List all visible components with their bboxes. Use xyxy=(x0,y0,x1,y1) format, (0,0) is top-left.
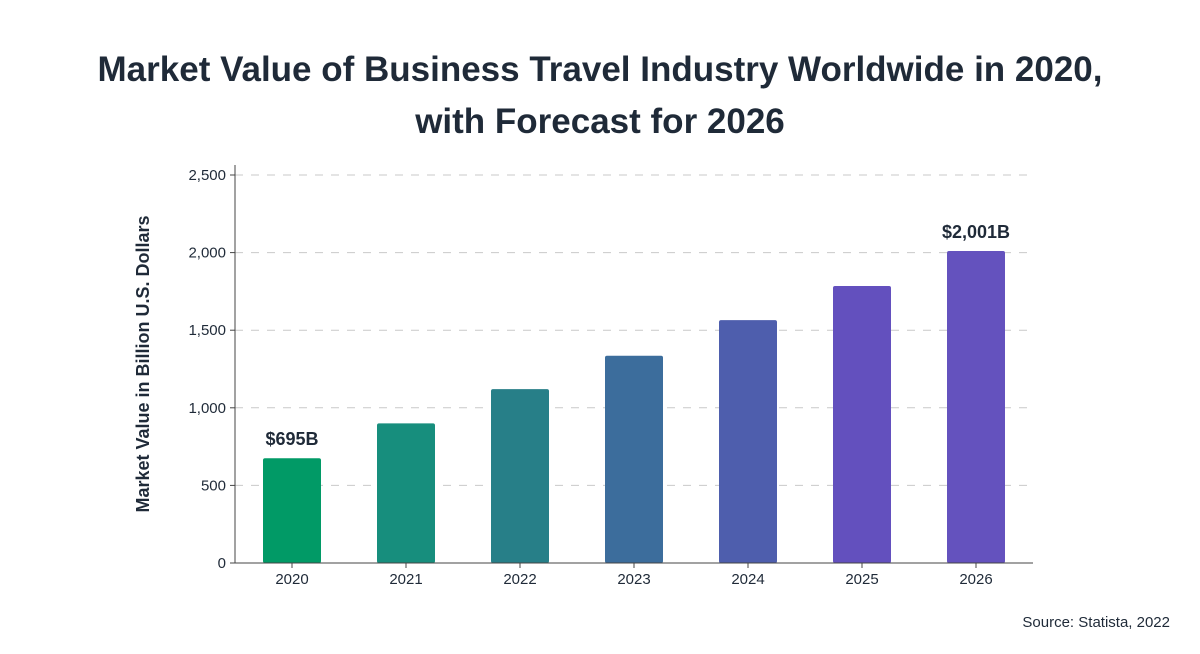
y-tick-label: 1,000 xyxy=(188,400,226,417)
y-tick-label: 0 xyxy=(218,555,226,572)
y-tick-label: 1,500 xyxy=(188,322,226,339)
source-note: Source: Statista, 2022 xyxy=(1022,614,1170,631)
x-tick-label: 2023 xyxy=(617,571,650,588)
bars xyxy=(263,251,1005,563)
y-tick-labels: 0 500 1,000 1,500 2,000 2,500 xyxy=(188,167,235,572)
bar-2020 xyxy=(263,458,321,563)
chart-title-line2: with Forecast for 2026 xyxy=(415,102,785,141)
x-tick-label: 2024 xyxy=(731,571,764,588)
bar-2023 xyxy=(605,355,663,563)
y-tick-label: 2,000 xyxy=(188,245,226,262)
x-tick-label: 2020 xyxy=(275,571,308,588)
grid-lines xyxy=(235,174,1033,486)
bar-2024 xyxy=(719,320,777,563)
chart-title-line1: Market Value of Business Travel Industry… xyxy=(97,50,1103,89)
x-tick-labels: 2020 2021 2022 2023 2024 2025 2026 xyxy=(275,563,993,588)
y-tick-label: 500 xyxy=(201,477,226,494)
data-label: $695B xyxy=(265,429,318,449)
x-tick-label: 2022 xyxy=(503,571,536,588)
x-tick-label: 2021 xyxy=(389,571,422,588)
chart-title: Market Value of Business Travel Industry… xyxy=(0,44,1200,148)
bar-2021 xyxy=(377,423,435,563)
bar-2025 xyxy=(833,285,891,563)
y-axis-label: Market Value in Billion U.S. Dollars xyxy=(133,215,153,512)
x-tick-label: 2025 xyxy=(845,571,878,588)
bar-2026 xyxy=(947,251,1005,563)
data-labels: $695B $2,001B xyxy=(265,222,1010,449)
data-label: $2,001B xyxy=(942,222,1010,242)
y-tick-label: 2,500 xyxy=(188,167,226,184)
bar-2022 xyxy=(491,389,549,563)
x-tick-label: 2026 xyxy=(959,571,992,588)
